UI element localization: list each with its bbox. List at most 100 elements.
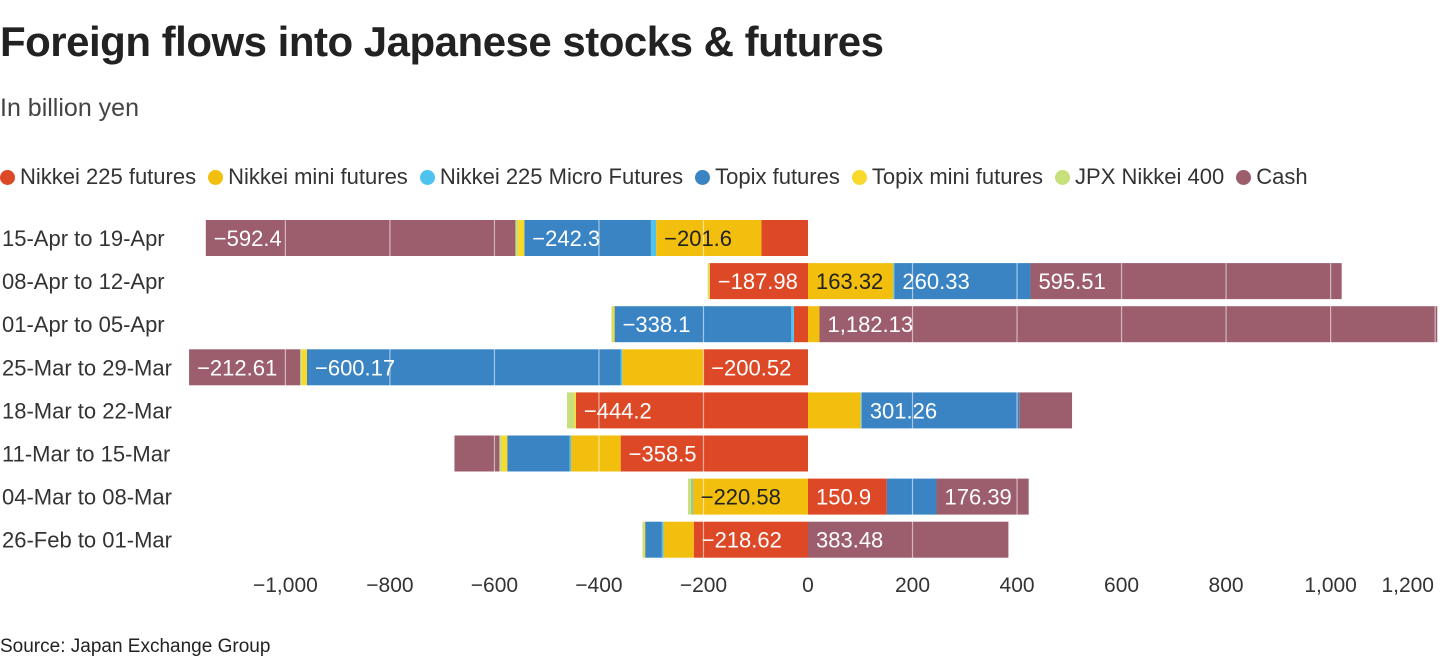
data-label: 150.9 (816, 485, 871, 510)
bar-jpx-nikkei-400-18-mar-to-22-mar (566, 392, 575, 429)
bar-nikkei-225-micro-futures-11-mar-to-15-mar (569, 435, 572, 472)
legend-item-cash: Cash (1236, 164, 1308, 190)
bar-topix-mini-futures-11-mar-to-15-mar (502, 435, 508, 472)
bar-nikkei-225-futures-04-mar-to-08-mar (808, 478, 887, 515)
bar-topix-futures-15-apr-to-19-apr (524, 220, 651, 256)
legend-item-topix-futures: Topix futures (695, 164, 840, 190)
bar-cash-08-apr-to-12-apr (1030, 263, 1342, 300)
data-label: 1,182.13 (827, 312, 913, 337)
data-label: −212.61 (197, 355, 277, 380)
bar-jpx-nikkei-400-15-apr-to-19-apr (515, 220, 519, 256)
legend-label: JPX Nikkei 400 (1075, 164, 1225, 189)
bar-cash-15-apr-to-19-apr (205, 220, 516, 256)
bar-nikkei-225-futures-11-mar-to-15-mar (620, 435, 808, 472)
x-tick-label: 400 (1000, 574, 1035, 597)
bar-cash-18-mar-to-22-mar (1019, 392, 1073, 429)
category-label: 26-Feb to 01-Mar (2, 528, 172, 553)
bar-cash-26-feb-to-01-mar (808, 521, 1009, 558)
x-tick-label: −400 (575, 574, 622, 597)
bar-nikkei-225-micro-futures-18-mar-to-22-mar (860, 392, 862, 429)
bar-nikkei-225-micro-futures-15-apr-to-19-apr (650, 220, 657, 256)
bar-topix-futures-26-feb-to-01-mar (645, 521, 662, 558)
data-label: −242.3 (532, 226, 600, 251)
legend-label: Nikkei 225 Micro Futures (439, 164, 684, 189)
legend-swatch (419, 169, 435, 185)
legend-label: Nikkei mini futures (228, 164, 408, 189)
bar-cash-04-mar-to-08-mar (936, 478, 1029, 515)
bar-jpx-nikkei-400-25-mar-to-29-mar (300, 349, 302, 386)
bar-nikkei-mini-futures-25-mar-to-29-mar (622, 349, 704, 386)
legend-label: Nikkei 225 futures (20, 164, 197, 189)
bar-nikkei-mini-futures-15-apr-to-19-apr (656, 220, 762, 256)
bar-topix-futures-08-apr-to-12-apr (894, 263, 1031, 300)
legend-item-jpx-nikkei-400: JPX Nikkei 400 (1055, 164, 1224, 190)
bar-topix-mini-futures-15-apr-to-19-apr (518, 220, 525, 256)
bar-nikkei-225-futures-26-feb-to-01-mar (693, 521, 808, 558)
bar-topix-mini-futures-01-apr-to-05-apr (613, 306, 615, 343)
category-labels-layer: 15-Apr to 19-Apr 08-Apr to 12-Apr 01-Apr t… (2, 226, 172, 553)
x-tick-label: 0 (802, 574, 814, 597)
bar-nikkei-225-micro-futures-01-apr-to-05-apr (791, 306, 794, 343)
x-tick-label: −800 (366, 574, 413, 597)
bar-jpx-nikkei-400-01-apr-to-05-apr (611, 306, 614, 343)
data-label: −220.58 (701, 485, 781, 510)
chart-title: Foreign flows into Japanese stocks & fut… (0, 18, 884, 65)
bar-topix-mini-futures-26-feb-to-01-mar (644, 521, 646, 558)
category-label: 11-Mar to 15-Mar (2, 442, 170, 467)
x-tick-label: 1,200 (1381, 574, 1434, 597)
data-label: −444.2 (584, 398, 652, 423)
x-tick-label: 1,000 (1304, 574, 1357, 597)
x-axis-ticks-layer: −1,000 −800 −600 −400 −200 0 200 400 600 800 1,000… (253, 574, 1434, 597)
category-label: 08-Apr to 12-Apr (2, 269, 165, 294)
bar-topix-futures-04-mar-to-08-mar (886, 478, 937, 515)
bar-nikkei-mini-futures-26-feb-to-01-mar (663, 521, 694, 558)
legend-item-topix-mini-futures: Topix mini futures (851, 164, 1044, 190)
bar-nikkei-225-futures-08-apr-to-12-apr (709, 263, 808, 300)
x-tick-label: −1,000 (253, 574, 318, 597)
legend-label: Cash (1256, 164, 1308, 189)
data-label: −218.62 (702, 528, 782, 553)
legend-label: Topix mini futures (871, 164, 1044, 189)
category-label: 04-Mar to 08-Mar (2, 485, 172, 510)
data-label: −592.4 (214, 226, 282, 251)
legend-swatch (695, 169, 711, 185)
bar-nikkei-225-micro-futures-08-apr-to-12-apr (893, 263, 895, 300)
data-label: −358.5 (629, 442, 697, 467)
x-tick-label: 200 (895, 574, 930, 597)
bar-nikkei-225-futures-18-mar-to-22-mar (575, 392, 808, 429)
bar-nikkei-225-futures-01-apr-to-05-apr (793, 306, 808, 343)
bar-topix-mini-futures-25-mar-to-29-mar (301, 349, 307, 386)
bar-nikkei-mini-futures-11-mar-to-15-mar (571, 435, 621, 472)
x-tick-label: 800 (1209, 574, 1244, 597)
legend-swatch (0, 169, 15, 185)
bar-nikkei-mini-futures-18-mar-to-22-mar (808, 392, 861, 429)
bar-nikkei-225-micro-futures-26-feb-to-01-mar (661, 521, 664, 558)
bar-cash-01-apr-to-05-apr (819, 306, 1438, 343)
bar-topix-mini-futures-08-apr-to-12-apr (708, 263, 710, 300)
bar-nikkei-225-micro-futures-25-mar-to-29-mar (620, 349, 623, 386)
bar-cash-11-mar-to-15-mar (454, 435, 500, 472)
bar-nikkei-mini-futures-08-apr-to-12-apr (808, 263, 894, 300)
bar-jpx-nikkei-400-04-mar-to-08-mar (688, 478, 691, 515)
category-label: 18-Mar to 22-Mar (2, 398, 172, 423)
chart-subtitle: In billion yen (0, 94, 139, 122)
bars-layer (189, 220, 1438, 558)
legend-item-nikkei-225-micro-futures: Nikkei 225 Micro Futures (419, 164, 684, 190)
data-labels-layer: −201.6 −242.3 −592.4 −187.98 163.32 260.33 595… (197, 226, 1106, 553)
bar-nikkei-225-futures-25-mar-to-29-mar (703, 349, 808, 386)
data-label: −338.1 (623, 312, 691, 337)
x-tick-label: −600 (471, 574, 518, 597)
bar-nikkei-225-futures-15-apr-to-19-apr (761, 220, 808, 256)
data-label: 595.51 (1038, 269, 1105, 294)
legend-swatch (1236, 169, 1252, 185)
legend-swatch (208, 169, 224, 185)
x-tick-label: 600 (1104, 574, 1139, 597)
chart-legend: Nikkei 225 futures Nikkei mini futures Nik… (0, 164, 1320, 190)
legend-label: Topix futures (715, 164, 840, 189)
bar-nikkei-225-micro-futures-04-mar-to-08-mar (691, 478, 693, 515)
category-label: 01-Apr to 05-Apr (2, 312, 165, 337)
data-label: 163.32 (816, 269, 883, 294)
data-label: 260.33 (902, 269, 969, 294)
category-label: 15-Apr to 19-Apr (2, 226, 165, 251)
bar-jpx-nikkei-400-11-mar-to-15-mar (499, 435, 503, 472)
